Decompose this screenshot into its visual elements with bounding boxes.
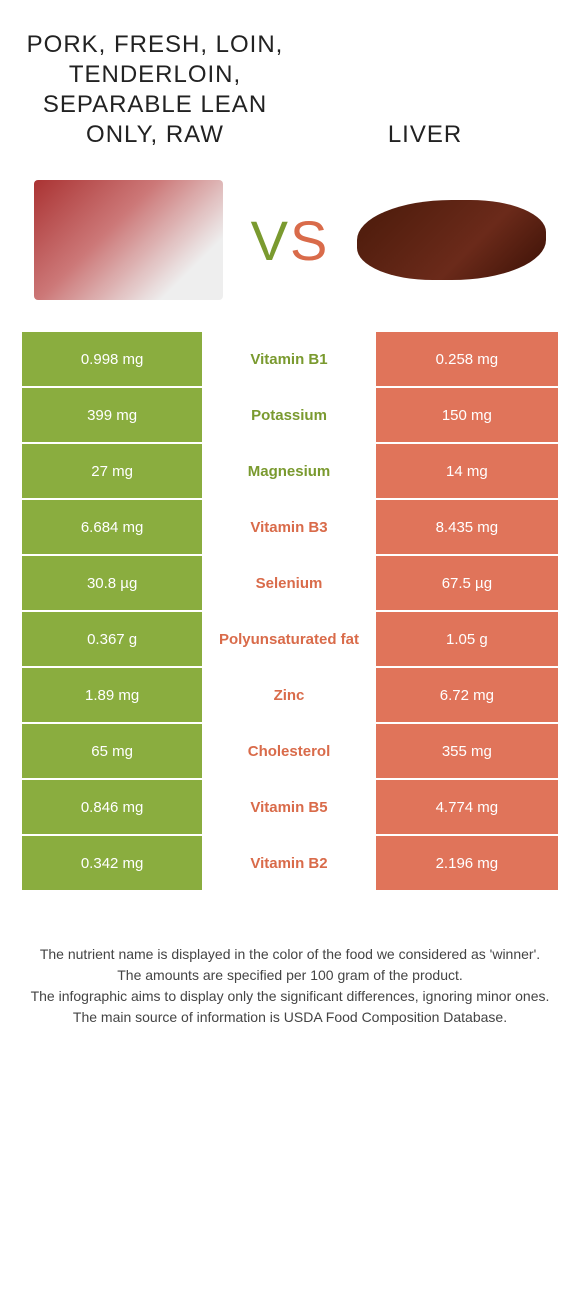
vs-v: V: [251, 209, 290, 272]
left-value: 1.89 mg: [22, 668, 204, 722]
nutrient-label: Polyunsaturated fat: [204, 612, 376, 666]
nutrient-row: 399 mgPotassium150 mg: [22, 388, 558, 444]
footer-notes: The nutrient name is displayed in the co…: [0, 894, 580, 1028]
nutrient-label: Vitamin B2: [204, 836, 376, 890]
nutrient-label: Potassium: [204, 388, 376, 442]
vs-label: VS: [251, 208, 330, 273]
images-row: VS: [0, 160, 580, 330]
footer-line: The nutrient name is displayed in the co…: [20, 944, 560, 965]
left-value: 65 mg: [22, 724, 204, 778]
right-value: 1.05 g: [376, 612, 558, 666]
liver-image: [357, 200, 546, 280]
left-food-title: Pork, fresh, loin, tenderloin, separable…: [20, 30, 290, 150]
right-food-title: Liver: [290, 120, 560, 150]
nutrient-label: Vitamin B3: [204, 500, 376, 554]
nutrient-row: 0.846 mgVitamin B54.774 mg: [22, 780, 558, 836]
left-value: 6.684 mg: [22, 500, 204, 554]
nutrient-label: Selenium: [204, 556, 376, 610]
nutrient-label: Vitamin B5: [204, 780, 376, 834]
left-value: 30.8 µg: [22, 556, 204, 610]
right-value: 355 mg: [376, 724, 558, 778]
pork-image: [34, 180, 223, 300]
right-value: 0.258 mg: [376, 332, 558, 386]
nutrient-row: 27 mgMagnesium14 mg: [22, 444, 558, 500]
nutrient-row: 30.8 µgSelenium67.5 µg: [22, 556, 558, 612]
nutrient-label: Zinc: [204, 668, 376, 722]
right-value: 14 mg: [376, 444, 558, 498]
right-value: 8.435 mg: [376, 500, 558, 554]
left-value: 0.998 mg: [22, 332, 204, 386]
left-value: 27 mg: [22, 444, 204, 498]
nutrient-label: Cholesterol: [204, 724, 376, 778]
nutrient-label: Vitamin B1: [204, 332, 376, 386]
right-value: 2.196 mg: [376, 836, 558, 890]
footer-line: The amounts are specified per 100 gram o…: [20, 965, 560, 986]
left-value: 0.367 g: [22, 612, 204, 666]
right-value: 4.774 mg: [376, 780, 558, 834]
vs-s: S: [290, 209, 329, 272]
nutrient-row: 65 mgCholesterol355 mg: [22, 724, 558, 780]
right-value: 67.5 µg: [376, 556, 558, 610]
nutrient-row: 0.342 mgVitamin B22.196 mg: [22, 836, 558, 892]
nutrient-row: 0.998 mgVitamin B10.258 mg: [22, 332, 558, 388]
footer-line: The infographic aims to display only the…: [20, 986, 560, 1007]
nutrient-row: 6.684 mgVitamin B38.435 mg: [22, 500, 558, 556]
footer-line: The main source of information is USDA F…: [20, 1007, 560, 1028]
left-value: 0.846 mg: [22, 780, 204, 834]
header: Pork, fresh, loin, tenderloin, separable…: [0, 0, 580, 160]
nutrient-row: 1.89 mgZinc6.72 mg: [22, 668, 558, 724]
left-value: 399 mg: [22, 388, 204, 442]
nutrient-row: 0.367 gPolyunsaturated fat1.05 g: [22, 612, 558, 668]
nutrient-label: Magnesium: [204, 444, 376, 498]
right-value: 6.72 mg: [376, 668, 558, 722]
right-value: 150 mg: [376, 388, 558, 442]
nutrient-table: 0.998 mgVitamin B10.258 mg399 mgPotassiu…: [20, 330, 560, 894]
left-value: 0.342 mg: [22, 836, 204, 890]
